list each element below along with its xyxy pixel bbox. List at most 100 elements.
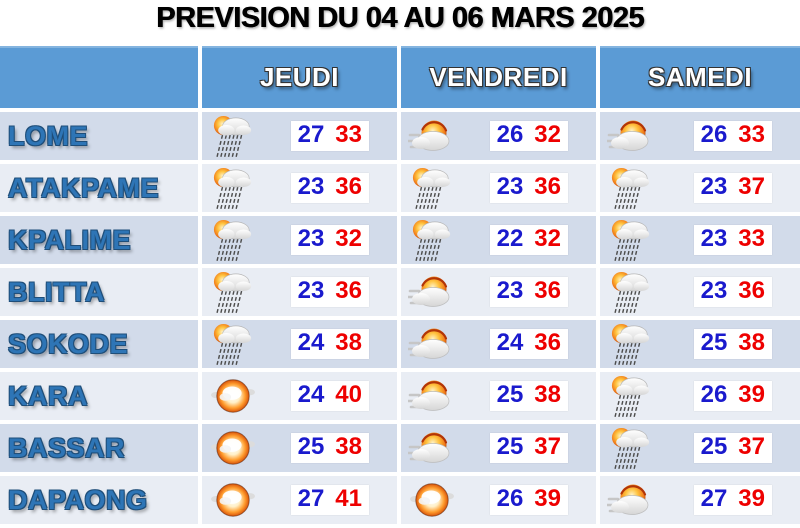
- temp-min-value: 26: [496, 485, 524, 513]
- temp-max-value: 39: [738, 485, 765, 513]
- temperature-chip: 23 36: [290, 277, 369, 307]
- sun-rain-icon: [606, 320, 656, 368]
- temp-max-value: 32: [534, 225, 561, 253]
- hot-sun-icon: [407, 476, 457, 524]
- hot-sun-icon: [208, 372, 258, 420]
- temp-max-value: 33: [335, 121, 362, 149]
- forecast-cell-atakpame-jeudi: 23 36: [202, 164, 397, 212]
- sun-rain-icon: [606, 372, 656, 420]
- forecast-cell-atakpame-samedi: 23 37: [600, 164, 800, 212]
- temp-min-value: 24: [496, 329, 524, 357]
- forecast-cell-blitta-vendredi: 23 36: [401, 268, 596, 316]
- hazy-sun-cloud-icon: [407, 372, 457, 420]
- temp-max-value: 32: [335, 225, 362, 253]
- forecast-cell-atakpame-vendredi: 23 36: [401, 164, 596, 212]
- city-label-sokode: SOKODE: [0, 320, 198, 368]
- city-label-lome: LOME: [0, 112, 198, 160]
- forecast-cell-dapaong-jeudi: 27 41: [202, 476, 397, 524]
- sun-rain-icon: [208, 320, 258, 368]
- forecast-cell-kpalime-vendredi: 22 32: [401, 216, 596, 264]
- forecast-cell-kara-jeudi: 24 40: [202, 372, 397, 420]
- temp-max-value: 39: [738, 381, 765, 409]
- forecast-cell-bassar-vendredi: 25 37: [401, 424, 596, 472]
- temp-min-value: 25: [700, 329, 728, 357]
- temperature-chip: 27 39: [693, 485, 772, 515]
- temperature-chip: 24 40: [290, 381, 369, 411]
- temp-max-value: 40: [335, 381, 362, 409]
- sun-rain-icon: [208, 164, 258, 212]
- temperature-chip: 23 37: [693, 173, 772, 203]
- temperature-chip: 25 37: [489, 433, 568, 463]
- temp-min-value: 25: [700, 433, 728, 461]
- temperature-chip: 25 37: [693, 433, 772, 463]
- temperature-chip: 24 36: [489, 329, 568, 359]
- temp-min-value: 24: [297, 381, 325, 409]
- temp-max-value: 36: [534, 173, 561, 201]
- sun-rain-icon: [208, 268, 258, 316]
- forecast-cell-lome-samedi: 26 33: [600, 112, 800, 160]
- temp-max-value: 36: [335, 173, 362, 201]
- temperature-chip: 27 33: [290, 121, 369, 151]
- forecast-cell-blitta-jeudi: 23 36: [202, 268, 397, 316]
- sun-rain-icon: [208, 112, 258, 160]
- forecast-cell-sokode-vendredi: 24 36: [401, 320, 596, 368]
- sun-rain-icon: [407, 216, 457, 264]
- sun-rain-icon: [208, 216, 258, 264]
- temperature-chip: 25 38: [290, 433, 369, 463]
- temp-max-value: 37: [738, 173, 765, 201]
- forecast-cell-bassar-samedi: 25 37: [600, 424, 800, 472]
- temp-max-value: 36: [534, 277, 561, 305]
- temp-max-value: 33: [738, 225, 765, 253]
- sun-rain-icon: [606, 268, 656, 316]
- temperature-chip: 25 38: [693, 329, 772, 359]
- temp-min-value: 22: [496, 225, 524, 253]
- temperature-chip: 26 39: [693, 381, 772, 411]
- temperature-chip: 23 32: [290, 225, 369, 255]
- temp-max-value: 33: [738, 121, 765, 149]
- hazy-sun-cloud-icon: [606, 476, 656, 524]
- temp-min-value: 27: [700, 485, 728, 513]
- sun-rain-icon: [606, 216, 656, 264]
- temp-max-value: 32: [534, 121, 561, 149]
- forecast-cell-dapaong-samedi: 27 39: [600, 476, 800, 524]
- temperature-chip: 23 36: [489, 173, 568, 203]
- temperature-chip: 22 32: [489, 225, 568, 255]
- temp-min-value: 23: [297, 173, 325, 201]
- temp-max-value: 38: [534, 381, 561, 409]
- corner-header-cell: [0, 46, 198, 108]
- temperature-chip: 23 36: [693, 277, 772, 307]
- temp-max-value: 41: [335, 485, 362, 513]
- city-label-atakpame: ATAKPAME: [0, 164, 198, 212]
- temperature-chip: 27 41: [290, 485, 369, 515]
- forecast-cell-lome-jeudi: 27 33: [202, 112, 397, 160]
- hazy-sun-cloud-icon: [407, 268, 457, 316]
- temp-min-value: 25: [297, 433, 325, 461]
- temp-min-value: 23: [297, 225, 325, 253]
- forecast-cell-kpalime-samedi: 23 33: [600, 216, 800, 264]
- hot-sun-icon: [208, 424, 258, 472]
- city-label-dapaong: DAPAONG: [0, 476, 198, 524]
- temp-min-value: 23: [700, 173, 728, 201]
- page-title: PREVISION DU 04 AU 06 MARS 2025: [156, 2, 644, 34]
- sun-rain-icon: [606, 164, 656, 212]
- temp-min-value: 27: [297, 121, 325, 149]
- forecast-cell-bassar-jeudi: 25 38: [202, 424, 397, 472]
- col-header-samedi: SAMEDI: [600, 46, 800, 108]
- temp-max-value: 36: [335, 277, 362, 305]
- forecast-cell-sokode-samedi: 25 38: [600, 320, 800, 368]
- temperature-chip: 23 36: [290, 173, 369, 203]
- temperature-chip: 25 38: [489, 381, 568, 411]
- city-label-kpalime: KPALIME: [0, 216, 198, 264]
- hot-sun-icon: [208, 476, 258, 524]
- temp-max-value: 36: [534, 329, 561, 357]
- forecast-cell-kara-vendredi: 25 38: [401, 372, 596, 420]
- city-label-kara: KARA: [0, 372, 198, 420]
- temp-max-value: 37: [738, 433, 765, 461]
- temp-min-value: 25: [496, 381, 524, 409]
- sun-rain-icon: [606, 424, 656, 472]
- temp-min-value: 23: [496, 277, 524, 305]
- temperature-chip: 26 39: [489, 485, 568, 515]
- temp-min-value: 25: [496, 433, 524, 461]
- temp-max-value: 38: [335, 433, 362, 461]
